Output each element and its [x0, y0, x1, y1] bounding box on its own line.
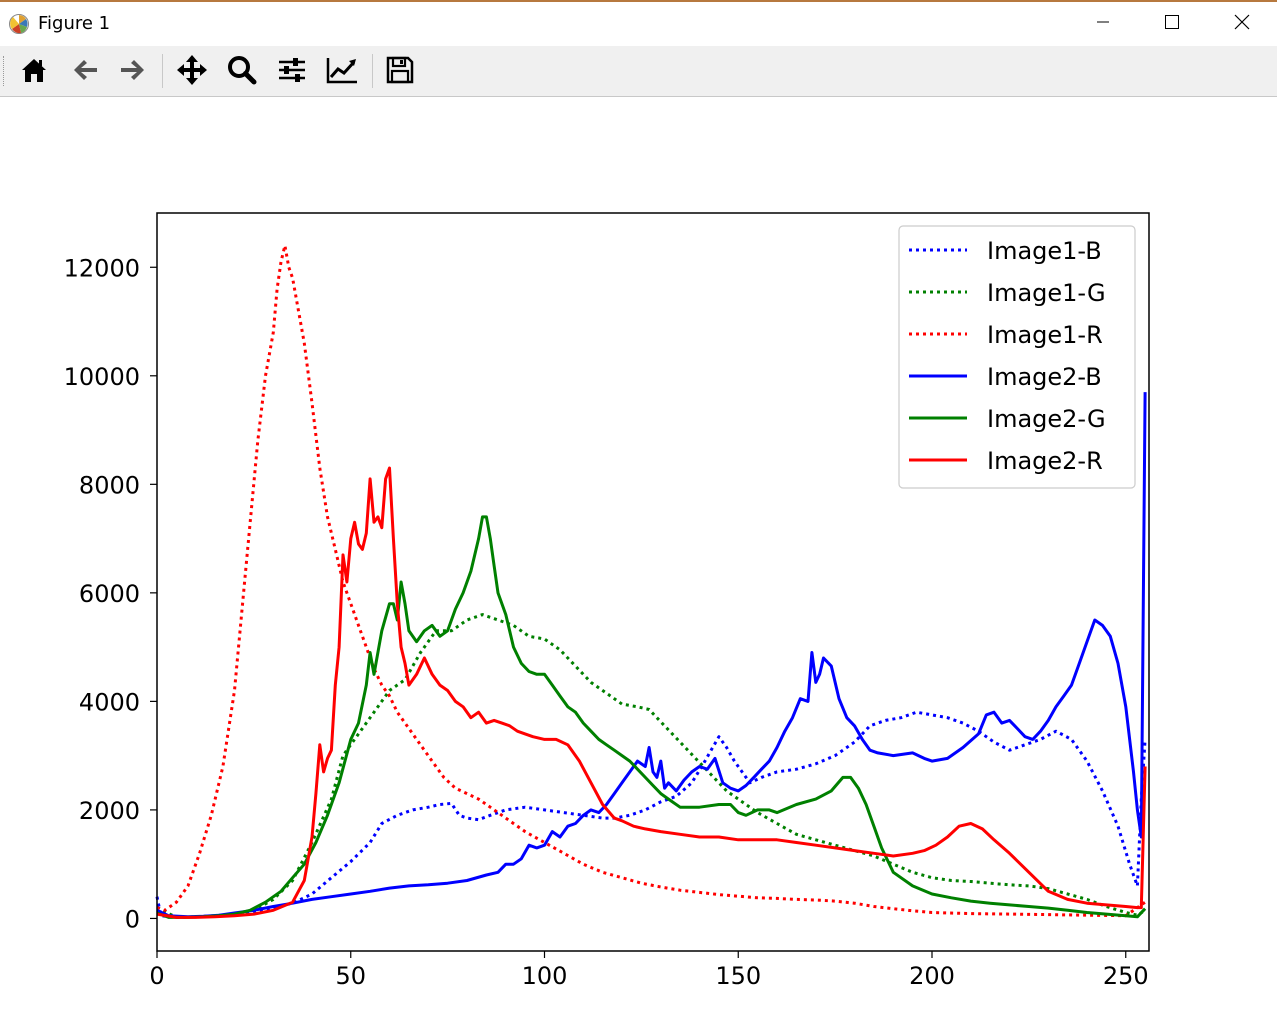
arrow-right-icon — [118, 55, 148, 89]
plot-lines — [155, 244, 1147, 919]
y-tick-label: 4000 — [79, 688, 140, 716]
x-tick-label: 250 — [1103, 962, 1149, 990]
subplots-button[interactable] — [274, 55, 310, 89]
edit-axis-button[interactable] — [324, 55, 360, 89]
move-icon — [176, 54, 208, 90]
toolbar-grip[interactable] — [3, 56, 7, 86]
maximize-button[interactable] — [1137, 2, 1207, 46]
magnifier-icon — [226, 54, 258, 90]
minimize-icon — [1095, 14, 1111, 34]
legend-label: Image2-R — [987, 447, 1103, 475]
legend-label: Image1-G — [987, 279, 1106, 307]
home-button[interactable] — [16, 55, 52, 89]
series-line-image1-b — [155, 710, 1147, 919]
y-tick-label: 10000 — [64, 363, 140, 391]
histogram-chart: 0 50 100 150 200 250 0 2000 4000 6000 8000 10000 12… — [0, 97, 1277, 1012]
pan-button[interactable] — [174, 55, 210, 89]
back-button[interactable] — [67, 55, 103, 89]
y-tick-label: 2000 — [79, 797, 140, 825]
series-line-image2-g — [156, 515, 1147, 919]
close-button[interactable] — [1207, 2, 1277, 46]
y-axis: 0 2000 4000 6000 8000 10000 12000 — [64, 254, 157, 933]
x-axis: 0 50 100 150 200 250 — [149, 951, 1149, 990]
floppy-disk-icon — [385, 55, 415, 89]
arrow-left-icon — [70, 55, 100, 89]
title-bar: Figure 1 — [0, 2, 1277, 46]
toolbar-separator — [372, 54, 373, 88]
home-icon — [19, 55, 49, 89]
maximize-icon — [1164, 14, 1180, 34]
y-tick-label: 8000 — [79, 471, 140, 499]
save-button[interactable] — [382, 55, 418, 89]
x-tick-label: 0 — [149, 962, 164, 990]
axes-frame — [156, 212, 1150, 952]
close-icon — [1234, 14, 1250, 34]
forward-button[interactable] — [115, 55, 151, 89]
toolbar-separator — [162, 54, 163, 88]
line-chart-icon — [325, 54, 359, 90]
y-tick-label: 12000 — [64, 254, 140, 282]
legend-label: Image1-B — [987, 237, 1102, 265]
toolbar — [0, 46, 1277, 97]
minimize-button[interactable] — [1068, 2, 1138, 46]
legend: Image1-B Image1-G Image1-R Image2-B Image2-G… — [898, 225, 1136, 489]
window-title: Figure 1 — [38, 13, 111, 34]
series-line-image2-b — [156, 392, 1147, 919]
legend-label: Image2-B — [987, 363, 1102, 391]
window-accent-line — [0, 0, 1277, 2]
series-line-image1-r — [156, 244, 1146, 918]
series-line-image2-r — [156, 466, 1147, 919]
x-tick-label: 50 — [335, 962, 366, 990]
matplotlib-logo-icon — [8, 13, 30, 35]
x-tick-label: 150 — [715, 962, 761, 990]
legend-label: Image2-G — [987, 405, 1106, 433]
series-line-image1-g — [156, 613, 1146, 919]
x-tick-label: 100 — [522, 962, 568, 990]
x-tick-label: 200 — [909, 962, 955, 990]
y-tick-label: 6000 — [79, 580, 140, 608]
sliders-icon — [276, 54, 308, 90]
y-tick-label: 0 — [125, 905, 140, 933]
legend-label: Image1-R — [987, 321, 1103, 349]
zoom-button[interactable] — [224, 55, 260, 89]
